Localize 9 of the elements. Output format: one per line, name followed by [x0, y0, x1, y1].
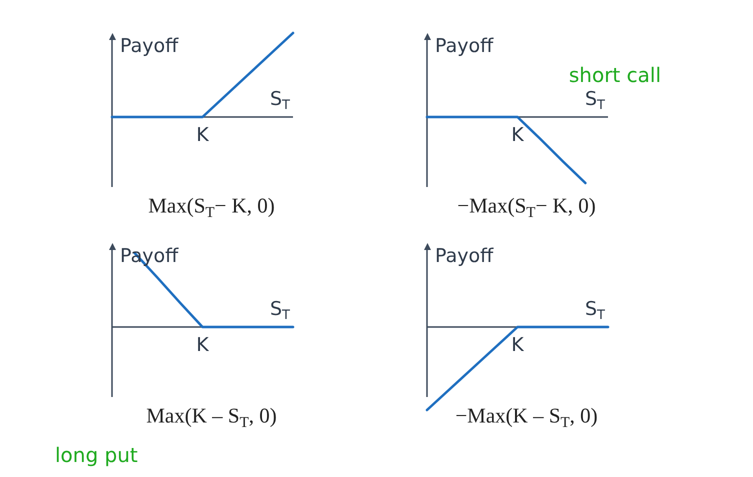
y-axis-title: Payoff [435, 34, 494, 57]
y-axis-title: Payoff [120, 34, 180, 57]
annotation: K [196, 124, 210, 146]
annotation: K [196, 334, 210, 356]
text: long put [55, 443, 138, 468]
y-axis-title: Payoff [435, 244, 494, 267]
text: short call [568, 63, 662, 88]
annotation: K [511, 334, 524, 356]
annotation: K [511, 124, 524, 146]
